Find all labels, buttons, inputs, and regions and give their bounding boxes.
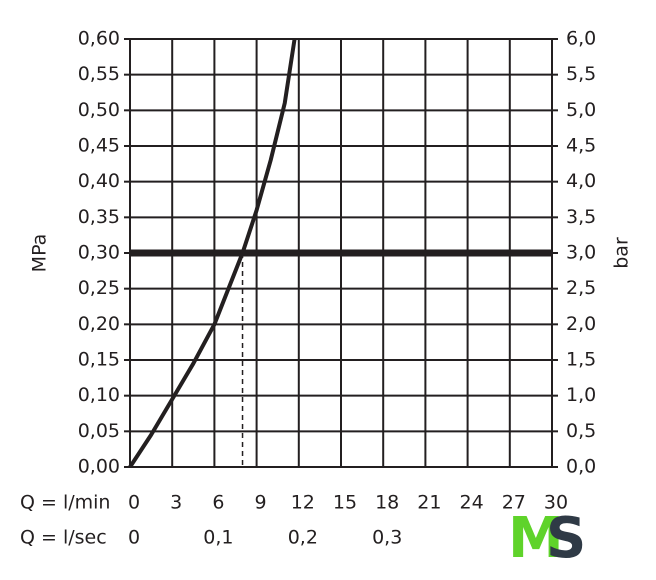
x-tick-label: 18 — [375, 492, 399, 514]
y2-tick-label: 3,5 — [566, 206, 596, 228]
curve — [128, 38, 297, 469]
y2-tick-label: 2,0 — [566, 313, 596, 335]
y2-tick-label: 6,0 — [566, 28, 596, 50]
y2-tick-label: 0,0 — [566, 456, 596, 478]
y2-tick-label: 5,0 — [566, 99, 596, 121]
x-tick-label: 9 — [255, 492, 267, 514]
x2-tick-label: 0,1 — [203, 527, 233, 549]
y2-tick-label: 1,5 — [566, 349, 596, 371]
x2-axis-label: Q = l/sec — [20, 527, 107, 549]
y2-tick-label: 4,5 — [566, 135, 596, 157]
y-tick-label: 0,40 — [78, 170, 120, 192]
x-tick-label: 21 — [417, 492, 441, 514]
x-tick-label: 15 — [333, 492, 357, 514]
x2-tick-label: 0,3 — [372, 527, 402, 549]
y2-tick-label: 0,5 — [566, 420, 596, 442]
logo-m: M — [508, 506, 564, 571]
y2-tick-label: 3,0 — [566, 242, 596, 264]
y2-tick-label: 2,5 — [566, 277, 596, 299]
x2-tick-label: 0 — [128, 527, 140, 549]
x-tick-label: 27 — [502, 492, 526, 514]
y-tick-label: 0,00 — [78, 456, 120, 478]
x-tick-label: 6 — [212, 492, 224, 514]
y-tick-label: 0,20 — [78, 313, 120, 335]
y-tick-label: 0,50 — [78, 99, 120, 121]
y2-tick-label: 5,5 — [566, 63, 596, 85]
y-tick-label: 0,35 — [78, 206, 120, 228]
x-axis-label: Q = l/min — [20, 492, 110, 514]
y-tick-label: 0,15 — [78, 349, 120, 371]
y-tick-label: 0,10 — [78, 384, 120, 406]
x-tick-label: 0 — [128, 492, 140, 514]
y-tick-label: 0,30 — [78, 242, 120, 264]
x-tick-label: 30 — [544, 492, 568, 514]
y-tick-label: 0,05 — [78, 420, 120, 442]
y2-tick-label: 4,0 — [566, 170, 596, 192]
x-tick-label: 3 — [170, 492, 182, 514]
y-tick-label: 0,60 — [78, 28, 120, 50]
logo-s: S — [546, 506, 586, 571]
y2-axis-label: bar — [611, 237, 633, 269]
y-tick-label: 0,55 — [78, 63, 120, 85]
y-tick-label: 0,45 — [78, 135, 120, 157]
y-axis-label: MPa — [29, 234, 51, 273]
x2-tick-label: 0,2 — [288, 527, 318, 549]
y-tick-label: 0,25 — [78, 277, 120, 299]
x-tick-label: 24 — [460, 492, 484, 514]
y2-tick-label: 1,0 — [566, 384, 596, 406]
x-tick-label: 12 — [291, 492, 315, 514]
